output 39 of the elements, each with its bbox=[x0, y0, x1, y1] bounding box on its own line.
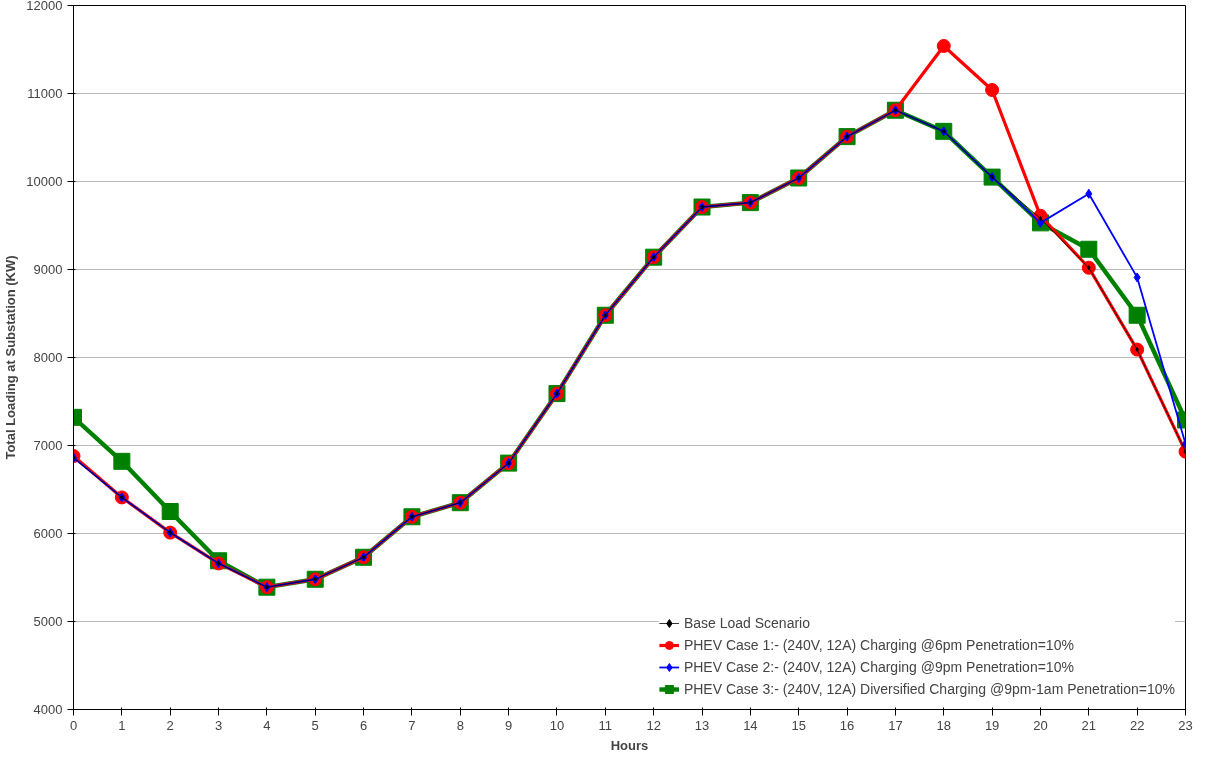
x-tick-label: 18 bbox=[936, 717, 951, 733]
x-tick-label: 10 bbox=[549, 717, 565, 733]
x-tick-label: 7 bbox=[408, 717, 416, 733]
x-tick-label: 13 bbox=[694, 717, 710, 733]
y-tick-label: 11000 bbox=[27, 86, 63, 101]
y-tick-label: 7000 bbox=[33, 438, 63, 453]
x-tick-label: 4 bbox=[263, 717, 271, 733]
y-tick-label: 8000 bbox=[33, 350, 63, 365]
y-tick-label: 9000 bbox=[33, 262, 63, 277]
y-tick-label: 5000 bbox=[33, 614, 63, 629]
x-tick-label: 5 bbox=[311, 717, 319, 733]
x-tick-label: 23 bbox=[1178, 717, 1193, 733]
y-tick-label: 6000 bbox=[33, 526, 63, 541]
y-tick-label: 12000 bbox=[26, 0, 63, 13]
y-tick-label: 4000 bbox=[33, 702, 63, 717]
x-tick-label: 19 bbox=[984, 717, 1000, 733]
x-tick-label: 16 bbox=[839, 717, 855, 733]
x-tick-label: 14 bbox=[743, 717, 758, 733]
x-tick-label: 12 bbox=[646, 717, 661, 733]
x-axis-title: Hours bbox=[610, 737, 649, 753]
x-tick-label: 11 bbox=[598, 717, 613, 733]
legend-label: Base Load Scenario bbox=[683, 615, 810, 631]
x-tick-label: 3 bbox=[214, 717, 223, 733]
x-tick-label: 20 bbox=[1033, 717, 1048, 733]
x-tick-label: 17 bbox=[888, 717, 903, 733]
legend-label: PHEV Case 3:- (240V, 12A) Diversified Charging @9pm-1am Penetration=10% bbox=[683, 681, 1175, 697]
x-tick-label: 2 bbox=[166, 717, 174, 733]
x-tick-label: 22 bbox=[1129, 717, 1145, 733]
x-tick-label: 8 bbox=[456, 717, 464, 733]
x-tick-label: 0 bbox=[69, 717, 78, 733]
y-tick-label: 10000 bbox=[26, 174, 63, 189]
legend-label: PHEV Case 1:- (240V, 12A) Charging @6pm Penetration=10% bbox=[683, 637, 1074, 653]
x-tick-label: 6 bbox=[359, 717, 368, 733]
x-tick-label: 15 bbox=[791, 717, 806, 733]
legend-label: PHEV Case 2:- (240V, 12A) Charging @9pm Penetration=10% bbox=[683, 659, 1074, 675]
x-tick-label: 1 bbox=[118, 717, 126, 733]
x-tick-label: 21 bbox=[1081, 717, 1097, 733]
y-axis-title: Total Loading at Substation (KW) bbox=[3, 255, 19, 460]
x-tick-label: 9 bbox=[505, 717, 513, 733]
